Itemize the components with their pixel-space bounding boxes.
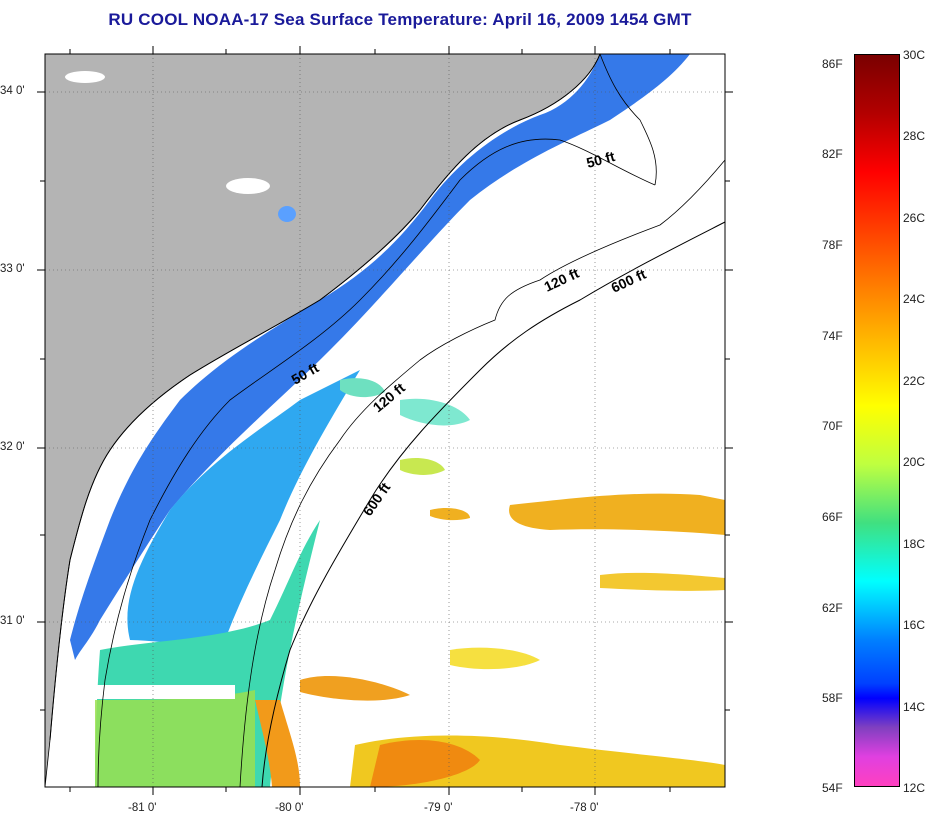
lake <box>65 71 105 83</box>
inner-shelf-yellow <box>95 690 255 787</box>
warm-band-middle <box>509 493 725 535</box>
map-title: RU COOL NOAA-17 Sea Surface Temperature:… <box>108 10 692 29</box>
lon-label-79: -79 0' <box>424 802 453 814</box>
gulf-stream-edge <box>255 700 300 787</box>
colorbar-c-24: 24C <box>903 292 926 306</box>
tick-marks <box>37 46 733 795</box>
graticule <box>45 54 725 787</box>
warm-patch-a <box>450 647 540 670</box>
lake-water <box>278 206 296 222</box>
colorbar-f-66: 66F <box>822 510 843 524</box>
lon-label-81: -81 0' <box>128 802 157 814</box>
colorbar-f-54: 54F <box>822 781 843 795</box>
cloud-gap <box>60 685 235 699</box>
warm-core-south <box>370 740 480 787</box>
lat-label-31: 31 0' <box>0 615 25 627</box>
isobath-600ft <box>261 221 726 788</box>
lat-label-32: 32 0' <box>0 441 25 453</box>
isobath-50ft <box>97 138 656 788</box>
mid-shelf-water <box>127 370 360 645</box>
label-50ft-north: 50 ft <box>585 148 617 171</box>
colorbar-c-14: 14C <box>903 700 926 714</box>
colorbar-c-22: 22C <box>903 374 926 388</box>
colorbar-f-82: 82F <box>822 147 843 161</box>
temperature-colorbar <box>854 54 900 787</box>
colorbar-c-16: 16C <box>903 618 926 632</box>
lon-label-78: -78 0' <box>570 802 599 814</box>
warm-patch-c <box>400 458 445 475</box>
colorbar-c-18: 18C <box>903 537 926 551</box>
isobath-120ft <box>239 159 726 788</box>
cool-patch-f <box>400 398 470 426</box>
colorbar-c-26: 26C <box>903 211 926 225</box>
lat-label-33: 33 0' <box>0 263 25 275</box>
lon-label-80: -80 0' <box>275 802 304 814</box>
lake <box>226 178 270 194</box>
colorbar-c-30: 30C <box>903 48 926 62</box>
warm-patch-b <box>300 675 410 701</box>
colorbar-f-58: 58F <box>822 691 843 705</box>
colorbar-f-78: 78F <box>822 238 843 252</box>
cool-patch-e <box>340 378 385 398</box>
colorbar-c-20: 20C <box>903 455 926 469</box>
colorbar-c-12: 12C <box>903 781 926 795</box>
colorbar-f-70: 70F <box>822 419 843 433</box>
colorbar-c-28: 28C <box>903 129 926 143</box>
colorbar-f-86: 86F <box>822 57 843 71</box>
lat-label-34: 34 0' <box>0 85 25 97</box>
coastline <box>49 53 601 741</box>
colorbar-f-74: 74F <box>822 329 843 343</box>
warm-patch-d <box>430 507 470 521</box>
warm-band-middle-2 <box>600 572 725 591</box>
map-frame <box>44 53 726 788</box>
coastline-east <box>599 53 657 186</box>
colorbar-f-62: 62F <box>822 601 843 615</box>
